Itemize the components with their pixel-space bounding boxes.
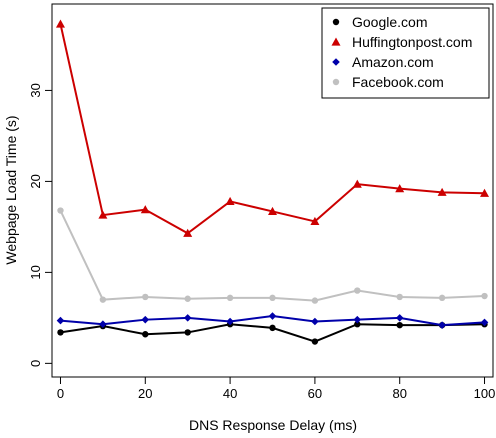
data-point (311, 317, 319, 326)
data-point (395, 184, 405, 193)
legend-marker (332, 78, 340, 86)
data-point (354, 287, 361, 294)
x-tick-label: 0 (57, 386, 64, 401)
data-point (311, 338, 319, 345)
legend-label: Amazon.com (352, 54, 434, 70)
data-point (140, 205, 150, 214)
series-2 (56, 312, 489, 329)
y-tick-label: 30 (28, 83, 43, 97)
legend-marker (332, 18, 340, 26)
x-tick-label: 60 (308, 386, 322, 401)
data-point (438, 294, 446, 302)
data-point (480, 188, 490, 197)
legend-label: Google.com (352, 14, 427, 30)
x-tick-label: 20 (138, 386, 152, 401)
data-point (226, 294, 234, 302)
series-1 (55, 19, 490, 237)
legend-label: Facebook.com (352, 74, 444, 90)
data-point (98, 210, 108, 219)
data-point (142, 331, 149, 338)
data-point (99, 320, 107, 329)
data-point (99, 296, 107, 303)
series-0 (57, 321, 488, 345)
data-point (396, 293, 403, 301)
data-point (225, 196, 235, 206)
y-tick-label: 10 (28, 265, 43, 279)
data-point (184, 295, 191, 302)
x-tick-label: 80 (392, 386, 406, 401)
data-point (395, 314, 404, 322)
data-point (310, 216, 320, 226)
data-point (481, 292, 488, 300)
x-axis-title: DNS Response Delay (ms) (189, 417, 357, 433)
data-point (57, 207, 64, 214)
data-point (56, 316, 65, 325)
legend-marker (331, 37, 341, 46)
y-tick-label: 20 (28, 174, 43, 188)
data-point (226, 317, 234, 326)
data-point (311, 297, 319, 304)
y-axis-title: Webpage Load Time (s) (3, 115, 19, 264)
data-point (352, 179, 362, 188)
series-layer (55, 19, 490, 345)
x-tick-label: 100 (474, 386, 496, 401)
data-point (437, 187, 447, 196)
legend-box (321, 7, 490, 99)
data-point (396, 321, 403, 329)
data-point (354, 321, 361, 328)
data-point (480, 318, 489, 327)
data-point (268, 312, 277, 320)
x-tick-label: 40 (223, 386, 237, 401)
data-point (269, 294, 276, 302)
axes: 0 20 40 60 80 100 0 10 20 30 (28, 83, 495, 401)
data-point (57, 329, 64, 336)
data-point (183, 228, 193, 237)
data-point (353, 315, 362, 324)
data-point (142, 293, 149, 301)
legend-marker (332, 58, 340, 66)
data-point (183, 314, 192, 322)
data-point (269, 324, 276, 332)
legend: Google.com Huffingtonpost.com Amazon.com Fa… (321, 7, 490, 99)
data-point (55, 19, 65, 28)
data-point (184, 329, 191, 336)
series-line (59, 210, 485, 302)
legend-label: Huffingtonpost.com (352, 34, 472, 50)
plot-frame (51, 3, 494, 378)
y-tick-label: 0 (28, 360, 43, 367)
data-point (141, 315, 150, 324)
data-point (438, 321, 446, 329)
data-point (268, 206, 277, 216)
series-3 (57, 207, 488, 304)
